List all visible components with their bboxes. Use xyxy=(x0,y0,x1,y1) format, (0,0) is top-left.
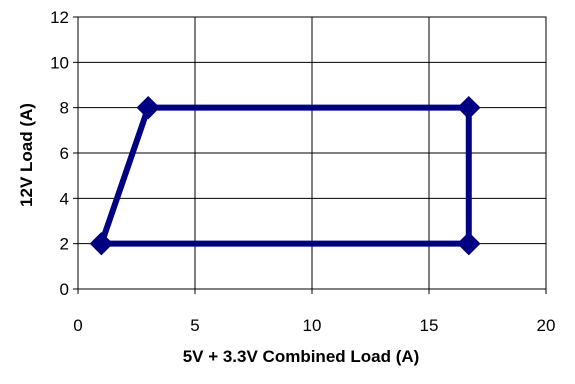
data-point-marker xyxy=(457,231,481,256)
series-layer xyxy=(89,95,481,256)
x-tick-label: 0 xyxy=(73,316,82,335)
y-tick-label: 8 xyxy=(60,99,69,118)
y-tick-label: 4 xyxy=(60,189,69,208)
x-axis-title: 5V + 3.3V Combined Load (A) xyxy=(183,347,420,366)
y-tick-label: 0 xyxy=(60,280,69,299)
y-axis-title: 12V Load (A) xyxy=(17,103,36,207)
y-tick-label: 12 xyxy=(50,8,69,27)
y-tick-label: 10 xyxy=(50,53,69,72)
tick-layer: 0 2 4 6 8 10 12 0 5 10 15 20 xyxy=(50,8,555,335)
x-tick-label: 20 xyxy=(537,316,556,335)
data-point-marker xyxy=(89,231,114,256)
data-point-marker xyxy=(136,95,160,120)
x-tick-label: 10 xyxy=(303,316,322,335)
x-tick-label: 5 xyxy=(190,316,199,335)
x-tick-label: 15 xyxy=(420,316,439,335)
y-tick-label: 2 xyxy=(60,235,69,254)
y-tick-label: 6 xyxy=(60,144,69,163)
data-point-marker xyxy=(457,95,481,120)
